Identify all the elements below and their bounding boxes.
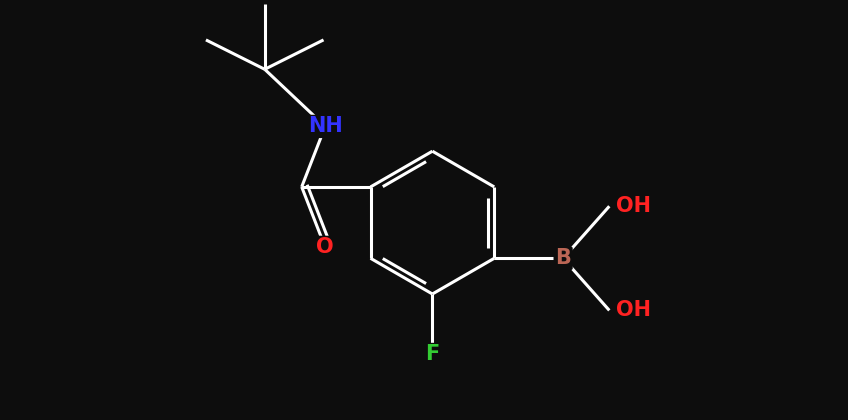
Text: F: F (426, 344, 439, 365)
Text: OH: OH (616, 300, 651, 320)
Text: NH: NH (308, 116, 343, 136)
Text: O: O (316, 237, 334, 257)
Text: OH: OH (616, 196, 651, 216)
Text: B: B (555, 248, 571, 268)
